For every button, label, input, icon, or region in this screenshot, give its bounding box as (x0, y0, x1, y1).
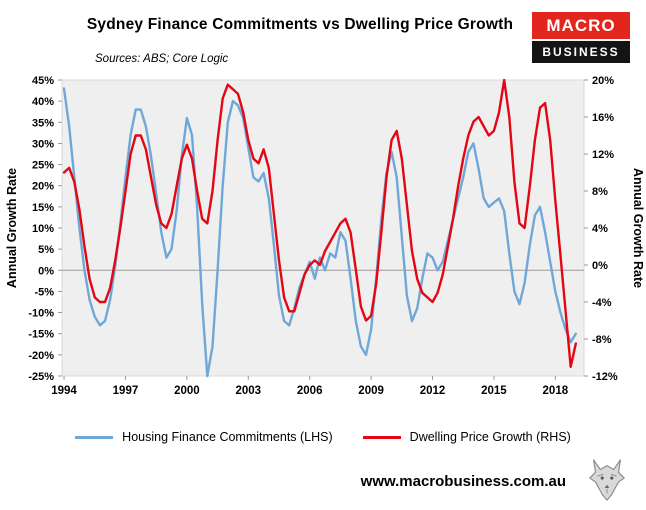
left-axis-tick-label: 5% (38, 244, 54, 256)
x-axis-tick-label: 2009 (358, 385, 384, 397)
right-axis-tick-label: 4% (592, 223, 608, 235)
website-link[interactable]: www.macrobusiness.com.au (360, 473, 566, 490)
right-axis-tick-label: 8% (592, 186, 608, 198)
right-axis-tick-label: 0% (592, 260, 608, 272)
left-axis-tick-label: -25% (28, 371, 54, 383)
legend-label-housing-finance: Housing Finance Commitments (LHS) (122, 430, 333, 444)
left-axis-tick-label: 10% (32, 223, 54, 235)
x-axis-tick-label: 2012 (420, 385, 446, 397)
left-axis-tick-label: 20% (32, 181, 54, 193)
right-axis-tick-label: -4% (592, 297, 612, 309)
right-axis-tick-label: -8% (592, 334, 612, 346)
left-axis-tick-label: -5% (34, 286, 54, 298)
left-axis-tick-label: 30% (32, 138, 54, 150)
logo-business-box: BUSINESS (532, 41, 630, 63)
left-axis-tick-label: 40% (32, 96, 54, 108)
chart-svg: 45% 40% 35% 30% 25% 20% 15% 10% 5% 0% -5% -10% -15% -… (5, 75, 645, 397)
left-axis-tick-label: 0% (38, 265, 54, 277)
chart-title: Sydney Finance Commitments vs Dwelling P… (86, 16, 514, 33)
x-axis-tick-label: 2003 (235, 385, 261, 397)
x-axis-tick-label: 2018 (543, 385, 569, 397)
sources-note: Sources: ABS; Core Logic (95, 53, 229, 65)
legend-item-dwelling-price: Dwelling Price Growth (RHS) (362, 430, 571, 444)
left-axis-tick-label: 35% (32, 117, 54, 129)
chart-area: 45% 40% 35% 30% 25% 20% 15% 10% 5% 0% -5% -10% -15% -… (0, 68, 646, 409)
x-axis-tick-label: 2006 (297, 385, 323, 397)
legend-label-dwelling-price: Dwelling Price Growth (RHS) (409, 430, 571, 444)
left-axis-tick-label: 25% (32, 160, 54, 172)
right-axis-tick-label: 12% (592, 149, 614, 161)
logo-macro-box: MACRO (532, 12, 630, 39)
right-axis-tick-label: 16% (592, 112, 614, 124)
chart-legend: Housing Finance Commitments (LHS) Dwelli… (0, 430, 646, 444)
wolf-icon (589, 459, 625, 501)
left-axis-tick-label: 15% (32, 202, 54, 214)
x-axis-tick-label: 1994 (51, 385, 77, 397)
series-line-housing-finance (62, 87, 577, 378)
left-axis-tick-label: 45% (32, 75, 54, 87)
macrobusiness-logo: MACRO BUSINESS (532, 12, 630, 63)
x-axis-tick-label: 1997 (113, 385, 139, 397)
x-axis-tick-label: 2000 (174, 385, 200, 397)
series-line-dwelling-price (62, 78, 577, 368)
left-axis-tick-label: -10% (28, 308, 54, 320)
right-axis-tick-label: 20% (592, 75, 614, 87)
left-axis-tick-label: -15% (28, 329, 54, 341)
right-axis-title: Annual Growth Rate (631, 168, 645, 288)
left-axis-tick-label: -20% (28, 350, 54, 362)
plot-area (61, 79, 585, 377)
left-axis-title: Annual Growth Rate (5, 168, 19, 288)
right-axis-tick-label: -12% (592, 371, 618, 383)
legend-swatch-red (362, 435, 401, 439)
legend-swatch-blue (75, 435, 114, 439)
x-axis-tick-label: 2015 (481, 385, 507, 397)
legend-item-housing-finance: Housing Finance Commitments (LHS) (75, 430, 333, 444)
